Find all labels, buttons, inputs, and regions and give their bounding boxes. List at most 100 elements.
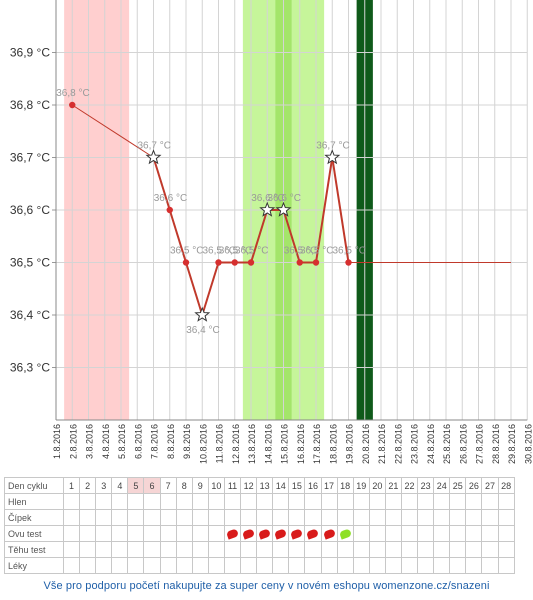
table-cell[interactable]: [223, 541, 242, 558]
table-cell[interactable]: [336, 493, 354, 510]
table-cell[interactable]: [320, 541, 338, 558]
table-cell[interactable]: [368, 493, 386, 510]
table-cell[interactable]: [400, 541, 419, 558]
table-cell[interactable]: [159, 557, 177, 574]
table-cell[interactable]: [79, 509, 97, 526]
table-cell[interactable]: [304, 525, 322, 542]
table-cell[interactable]: [240, 509, 258, 526]
table-cell[interactable]: [240, 541, 258, 558]
table-cell[interactable]: [272, 557, 290, 574]
table-cell[interactable]: [497, 525, 515, 542]
table-cell[interactable]: [159, 493, 177, 510]
table-cell[interactable]: [62, 525, 81, 542]
table-cell[interactable]: [417, 557, 435, 574]
table-cell[interactable]: [433, 509, 451, 526]
table-cell[interactable]: [449, 509, 467, 526]
table-cell[interactable]: [481, 493, 499, 510]
table-cell[interactable]: [207, 557, 225, 574]
table-cell[interactable]: [111, 525, 129, 542]
table-cell[interactable]: [272, 493, 290, 510]
table-cell[interactable]: [368, 509, 386, 526]
table-cell[interactable]: [256, 541, 274, 558]
table-cell[interactable]: [175, 493, 193, 510]
table-cell[interactable]: [368, 525, 386, 542]
table-cell[interactable]: [79, 525, 97, 542]
table-cell[interactable]: [497, 541, 515, 558]
table-cell[interactable]: [62, 493, 81, 510]
table-cell[interactable]: [256, 493, 274, 510]
table-cell[interactable]: [352, 557, 370, 574]
table-cell[interactable]: [111, 541, 129, 558]
table-cell[interactable]: [127, 541, 145, 558]
table-cell[interactable]: [207, 493, 225, 510]
table-cell[interactable]: [143, 509, 161, 526]
table-cell[interactable]: [256, 525, 274, 542]
table-cell[interactable]: [336, 557, 354, 574]
table-cell[interactable]: [433, 525, 451, 542]
table-cell[interactable]: [481, 509, 499, 526]
table-cell[interactable]: [320, 509, 338, 526]
table-cell[interactable]: [175, 525, 193, 542]
table-cell[interactable]: [191, 557, 209, 574]
table-cell[interactable]: [111, 557, 129, 574]
table-cell[interactable]: [368, 557, 386, 574]
table-cell[interactable]: [320, 493, 338, 510]
table-cell[interactable]: [368, 541, 386, 558]
table-cell[interactable]: [384, 509, 402, 526]
table-cell[interactable]: [111, 493, 129, 510]
table-cell[interactable]: [143, 525, 161, 542]
table-cell[interactable]: [62, 557, 81, 574]
table-cell[interactable]: [111, 509, 129, 526]
table-cell[interactable]: [207, 525, 225, 542]
table-cell[interactable]: [352, 525, 370, 542]
table-cell[interactable]: [223, 509, 242, 526]
table-cell[interactable]: [417, 509, 435, 526]
table-cell[interactable]: [400, 509, 419, 526]
table-cell[interactable]: [481, 557, 499, 574]
table-cell[interactable]: [304, 557, 322, 574]
table-cell[interactable]: [320, 557, 338, 574]
table-cell[interactable]: [465, 525, 483, 542]
table-cell[interactable]: [449, 493, 467, 510]
table-cell[interactable]: [304, 493, 322, 510]
table-cell[interactable]: [352, 541, 370, 558]
table-cell[interactable]: [433, 493, 451, 510]
table-cell[interactable]: [62, 509, 81, 526]
table-cell[interactable]: [481, 525, 499, 542]
table-cell[interactable]: [465, 541, 483, 558]
table-cell[interactable]: [79, 493, 97, 510]
table-cell[interactable]: [336, 509, 354, 526]
table-cell[interactable]: [449, 557, 467, 574]
table-cell[interactable]: [191, 509, 209, 526]
table-cell[interactable]: [240, 557, 258, 574]
table-cell[interactable]: [223, 557, 242, 574]
table-cell[interactable]: [417, 541, 435, 558]
table-cell[interactable]: [384, 525, 402, 542]
table-cell[interactable]: [79, 541, 97, 558]
table-cell[interactable]: [79, 557, 97, 574]
table-cell[interactable]: [497, 557, 515, 574]
table-cell[interactable]: [95, 525, 113, 542]
table-cell[interactable]: [143, 557, 161, 574]
table-cell[interactable]: [336, 525, 354, 542]
table-cell[interactable]: [433, 557, 451, 574]
table-cell[interactable]: [400, 493, 419, 510]
table-cell[interactable]: [272, 541, 290, 558]
table-cell[interactable]: [191, 525, 209, 542]
table-cell[interactable]: [417, 525, 435, 542]
table-cell[interactable]: [207, 541, 225, 558]
table-cell[interactable]: [352, 509, 370, 526]
table-cell[interactable]: [159, 509, 177, 526]
table-cell[interactable]: [352, 493, 370, 510]
table-cell[interactable]: [465, 509, 483, 526]
table-cell[interactable]: [256, 557, 274, 574]
table-cell[interactable]: [143, 493, 161, 510]
table-cell[interactable]: [336, 541, 354, 558]
table-cell[interactable]: [159, 525, 177, 542]
table-cell[interactable]: [384, 557, 402, 574]
eshop-link[interactable]: Vše pro podporu početí nakupujte za supe…: [43, 580, 490, 592]
table-cell[interactable]: [384, 493, 402, 510]
table-cell[interactable]: [127, 557, 145, 574]
table-cell[interactable]: [288, 525, 306, 542]
table-cell[interactable]: [127, 493, 145, 510]
